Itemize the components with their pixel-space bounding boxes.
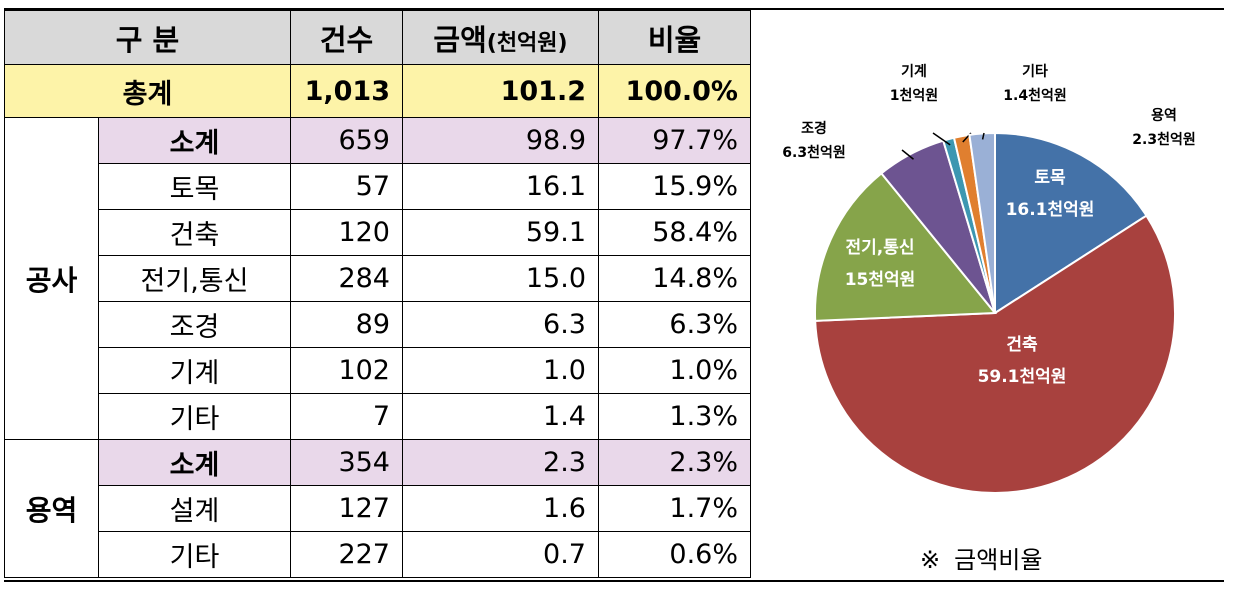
total-row: 총계 1,013 101.2 100.0% [4,64,751,118]
row-label: 설계 [98,485,291,532]
summary-table: 구 분 건수 금액(천억원) 비율 총계 1,013 101.2 100.0% … [4,10,751,578]
pie-slice-value-label: 16.1천억원 [1006,200,1095,220]
row-count: 120 [290,209,403,256]
group-label-service: 용역 [4,439,99,578]
pie-leader-line [901,149,914,160]
table-row: 용역 소계 354 2.3 2.3% [4,439,751,578]
pie-slice [994,131,1148,315]
row-amount: 6.3 [402,301,599,348]
row-amount: 16.1 [402,163,599,210]
pie-slice [814,214,1176,494]
pie-slice-value-label: 1.4천억원 [1003,88,1066,104]
row-amount: 1.6 [402,485,599,532]
row-label: 기타 [98,531,291,578]
header-category: 구 분 [4,10,291,65]
pie-slice-value-label: 59.1천억원 [978,367,1067,387]
chart-note: ※ 금액비율 [920,540,1042,575]
row-amount: 59.1 [402,209,599,256]
pie-slice-value-label: 1천억원 [890,88,938,104]
pie-slice [968,131,996,314]
table-row: 기계 102 1.0 1.0% [5,347,751,394]
row-label: 기계 [98,347,291,394]
row-amount: 98.9 [402,117,599,164]
table-row: 토목 57 16.1 15.9% [5,163,751,210]
row-label: 건축 [98,209,291,256]
header-amount: 금액(천억원) [402,10,599,65]
row-count: 354 [290,439,403,486]
header-row: 구 분 건수 금액(천억원) 비율 [4,10,751,65]
row-label: 기타 [98,393,291,440]
table-row: 건축 120 59.1 58.4% [5,209,751,256]
pie-slice-name-label: 전기,통신 [845,238,914,258]
row-label: 소계 [98,439,291,486]
row-count: 7 [290,393,403,440]
pie-slice-value-label: 2.3천억원 [1132,132,1195,148]
pie-slice-value-label: 15천억원 [845,270,916,290]
row-count: 57 [290,163,403,210]
row-amount: 1.4 [402,393,599,440]
table-row: 설계 127 1.6 1.7% [5,485,751,532]
row-amount: 0.7 [402,531,599,578]
row-count: 102 [290,347,403,394]
header-amount-unit: (천억원) [486,30,568,56]
row-ratio: 58.4% [598,209,751,256]
reference-mark: ※ [920,546,941,574]
table-row: 기타 7 1.4 1.3% [5,393,751,440]
row-ratio: 2.3% [598,439,751,486]
pie-slice-value-label: 6.3천억원 [782,145,845,161]
row-count: 227 [290,531,403,578]
row-amount: 1.0 [402,347,599,394]
table-row: 조경 89 6.3 6.3% [5,301,751,348]
top-rule [4,8,1224,10]
row-ratio: 1.0% [598,347,751,394]
row-amount: 2.3 [402,439,599,486]
pie-slice-name-label: 기타 [1022,64,1048,80]
row-ratio: 6.3% [598,301,751,348]
header-amount-label: 금액 [433,22,487,57]
row-count: 284 [290,255,403,302]
total-count: 1,013 [290,64,403,118]
pie-leader-line [932,132,951,146]
chart-note-text: 금액비율 [954,546,1043,574]
pie-slice [814,171,998,322]
row-ratio: 14.8% [598,255,751,302]
row-ratio: 0.6% [598,531,751,578]
row-label: 토목 [98,163,291,210]
pie-slice-name-label: 용역 [1151,107,1177,124]
total-label: 총계 [4,64,291,118]
header-count: 건수 [290,10,403,65]
header-ratio: 비율 [598,10,751,65]
table-row: 전기,통신 284 15.0 14.8% [5,255,751,302]
pie-slice-name-label: 조경 [801,120,827,137]
row-ratio: 15.9% [598,163,751,210]
table-row: 공사 소계 659 98.9 97.7% [4,117,751,440]
row-label: 전기,통신 [98,255,291,302]
row-label: 조경 [98,301,291,348]
group-label-construction: 공사 [4,117,99,440]
pie-leader-line [981,132,985,140]
row-count: 659 [290,117,403,164]
row-ratio: 1.7% [598,485,751,532]
pie-slice-name-label: 기계 [901,64,927,80]
total-ratio: 100.0% [598,64,751,118]
pie-slice-name-label: 토목 [1034,168,1066,188]
row-amount: 15.0 [402,255,599,302]
total-amount: 101.2 [402,64,599,118]
row-label: 소계 [98,117,291,164]
row-ratio: 97.7% [598,117,751,164]
row-count: 127 [290,485,403,532]
row-ratio: 1.3% [598,393,751,440]
bottom-rule [4,580,1224,582]
row-count: 89 [290,301,403,348]
table-row: 기타 227 0.7 0.6% [5,531,751,578]
pie-slice-name-label: 건축 [1006,335,1038,355]
